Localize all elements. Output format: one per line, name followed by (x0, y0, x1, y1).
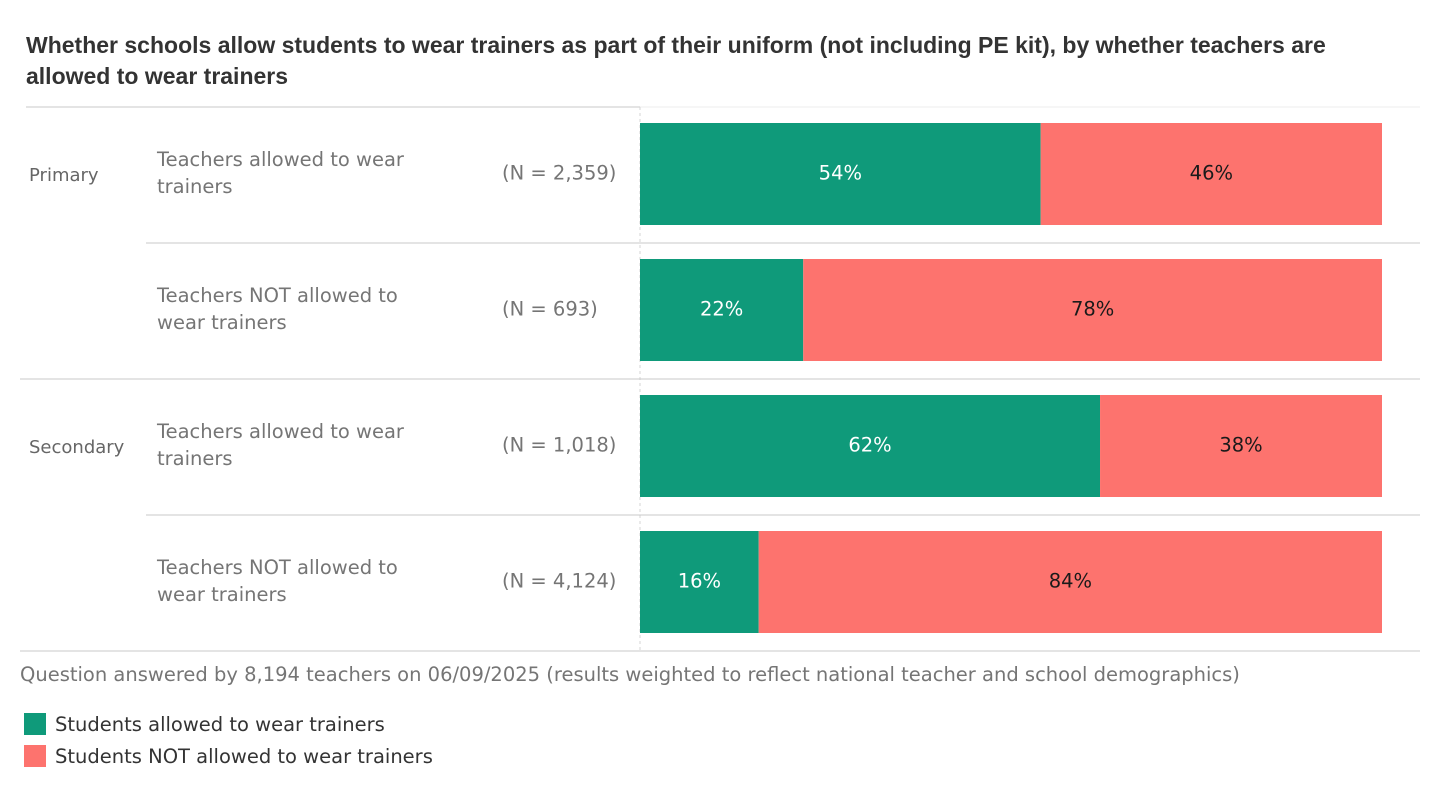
group-label-secondary: Secondary (29, 437, 125, 458)
chart-legend: Students allowed to wear trainers Studen… (24, 708, 433, 772)
legend-label-not-allowed: Students NOT allowed to wear trainers (55, 744, 433, 768)
bar-label-allowed: 22% (700, 298, 743, 321)
row-label: trainers (157, 447, 233, 470)
bar-students-allowed (640, 395, 1101, 497)
bar-students-allowed (640, 531, 759, 633)
bar-students-not-allowed (1100, 395, 1382, 497)
bar-students-allowed (640, 259, 804, 361)
legend-swatch-not-allowed (24, 745, 46, 767)
bar-label-allowed: 16% (678, 570, 721, 593)
bar-students-not-allowed (803, 259, 1382, 361)
bar-students-not-allowed (758, 531, 1382, 633)
row-label: trainers (157, 175, 233, 198)
legend-label-allowed: Students allowed to wear trainers (55, 712, 385, 736)
row-label: wear trainers (157, 583, 287, 606)
chart-footnote: Question answered by 8,194 teachers on 0… (20, 663, 1240, 686)
bar-label-not-allowed: 78% (1071, 298, 1114, 321)
legend-item-allowed: Students allowed to wear trainers (24, 708, 433, 740)
bar-students-not-allowed (1040, 123, 1382, 225)
bar-label-not-allowed: 38% (1219, 434, 1262, 457)
row-label: Teachers NOT allowed to (156, 284, 398, 307)
legend-item-not-allowed: Students NOT allowed to wear trainers (24, 740, 433, 772)
row-label: Teachers allowed to wear (156, 420, 405, 443)
stacked-bar-chart: Primary Teachers allowed to wear trainers (… (20, 106, 1420, 652)
group-label-primary: Primary (29, 165, 99, 186)
chart-title: Whether schools allow students to wear t… (26, 32, 1326, 89)
row-label: wear trainers (157, 311, 287, 334)
bar-label-allowed: 62% (848, 434, 891, 457)
row-n-label: (N = 693) (502, 298, 598, 321)
row-n-label: (N = 4,124) (502, 570, 616, 593)
bar-students-allowed (640, 123, 1041, 225)
row-label: Teachers allowed to wear (156, 148, 405, 171)
row-n-label: (N = 2,359) (502, 162, 616, 185)
bar-label-allowed: 54% (819, 162, 862, 185)
legend-swatch-allowed (24, 713, 46, 735)
bar-label-not-allowed: 84% (1049, 570, 1092, 593)
row-n-label: (N = 1,018) (502, 434, 616, 457)
row-label: Teachers NOT allowed to (156, 556, 398, 579)
bar-label-not-allowed: 46% (1190, 162, 1233, 185)
